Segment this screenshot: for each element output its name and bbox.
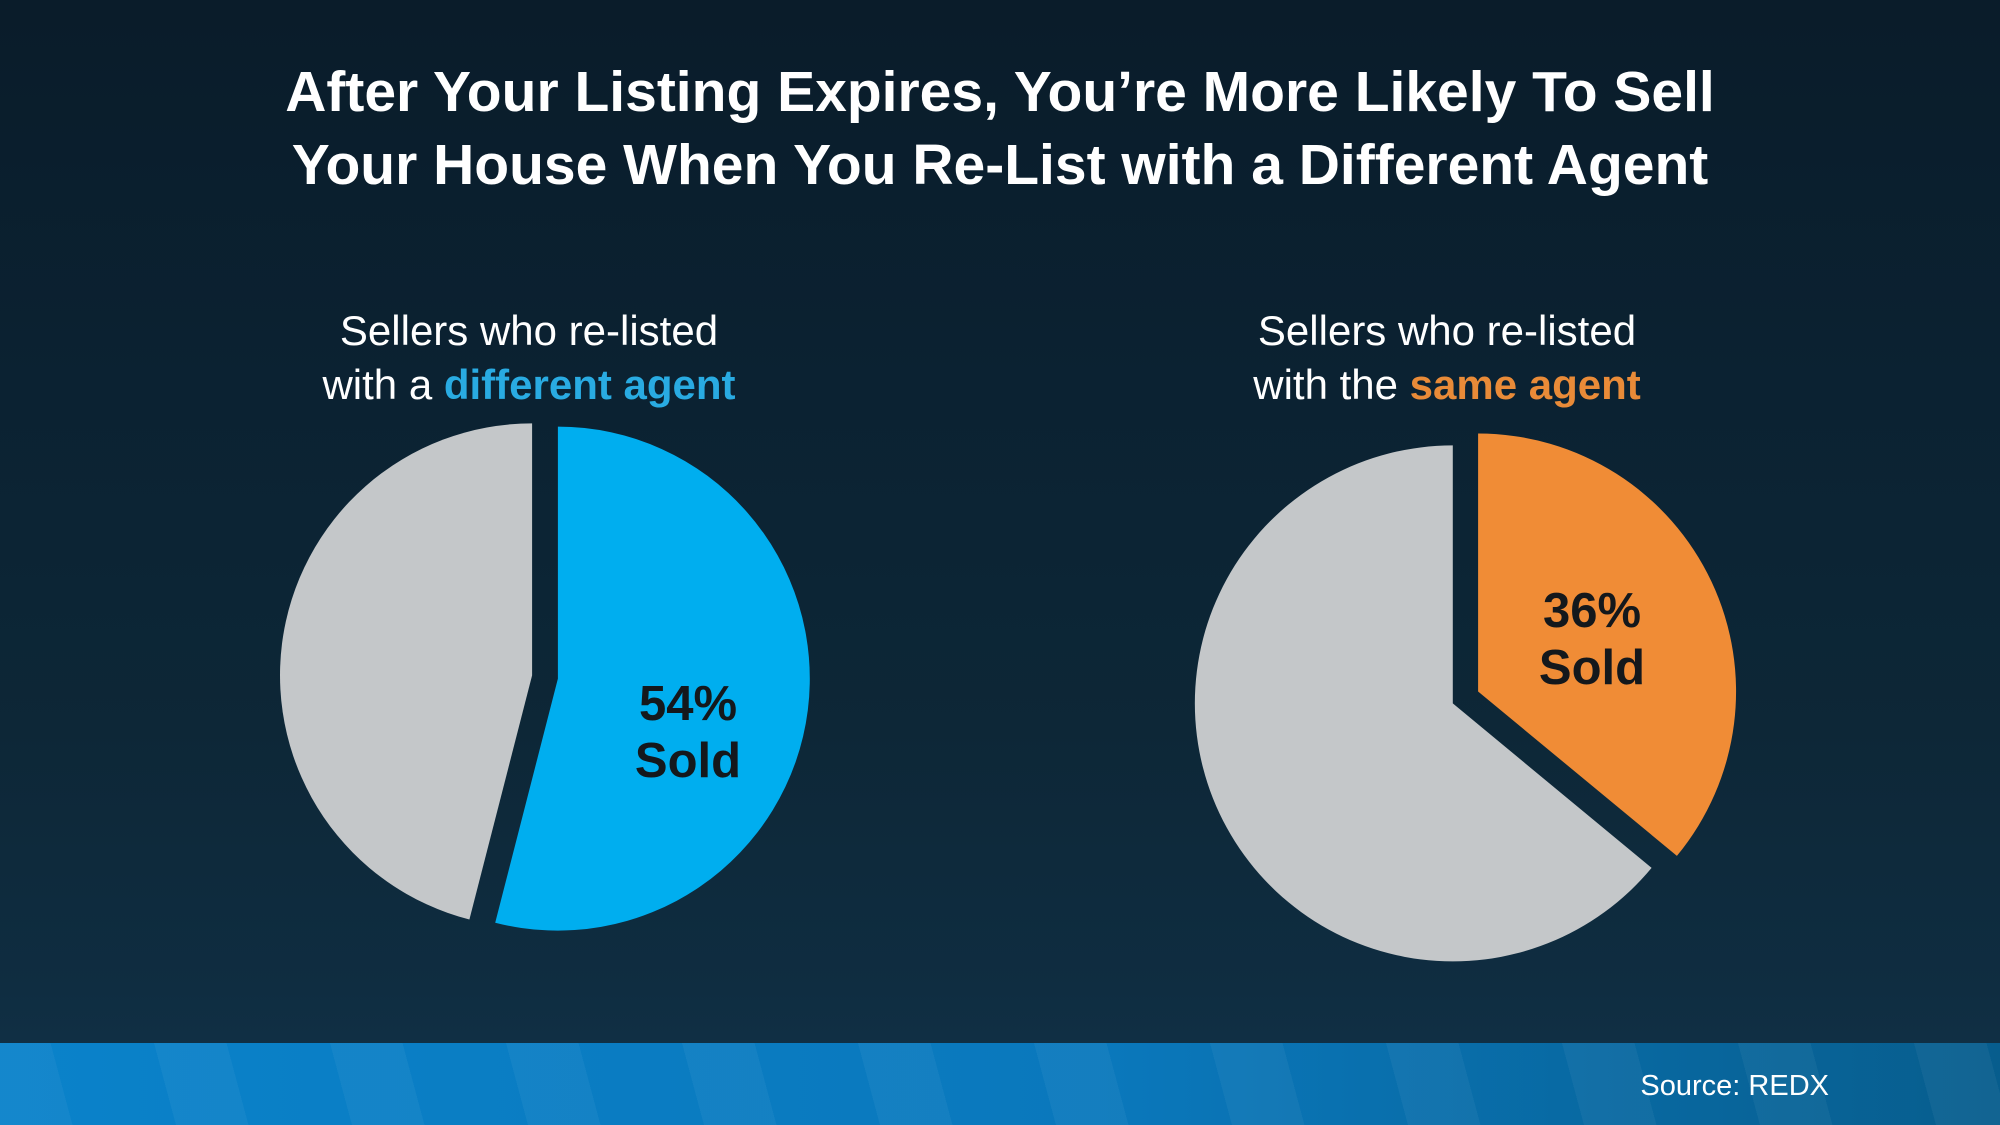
page-title: After Your Listing Expires, You’re More …: [0, 56, 2000, 202]
pie-slice-sold: [1478, 433, 1737, 856]
pie-chart-1: [1194, 433, 1737, 962]
pie-value-percent: 54%: [638, 677, 738, 731]
pie-label-highlight-different-agent: different agent: [443, 361, 736, 408]
pie-value-percent: 36%: [1542, 584, 1642, 638]
pie-label-line-1: Sellers who re-listed: [339, 307, 719, 354]
pie-value-label-blue: 54% Sold: [635, 676, 741, 790]
pie-label-line-1: Sellers who re-listed: [1257, 307, 1637, 354]
source-credit: Source: REDX: [1640, 1070, 1829, 1102]
pie-slice-did-not-sell: [280, 423, 533, 920]
pie-chart-0: [280, 423, 810, 931]
pie-value-sold: Sold: [634, 734, 742, 788]
pie-label-same-agent: Sellers who re-listed with the same agen…: [1253, 304, 1641, 412]
pie-label-different-agent: Sellers who re-listed with a different a…: [322, 304, 735, 412]
footer-bar: [0, 1043, 2000, 1125]
pie-label-line-2-prefix: with a: [322, 361, 444, 408]
title-line-1: After Your Listing Expires, You’re More …: [285, 60, 1715, 124]
footer-bar-stripes: [0, 1043, 2000, 1125]
pie-slice-sold: [495, 426, 810, 931]
title-line-2: Your House When You Re-List with a Diffe…: [291, 133, 1709, 197]
pie-label-highlight-same-agent: same agent: [1409, 361, 1641, 408]
pie-value-sold: Sold: [1538, 641, 1646, 695]
pie-value-label-orange: 36% Sold: [1539, 583, 1645, 697]
pie-label-line-2-prefix: with the: [1253, 361, 1410, 408]
pie-slice-did-not-sell: [1194, 445, 1652, 962]
